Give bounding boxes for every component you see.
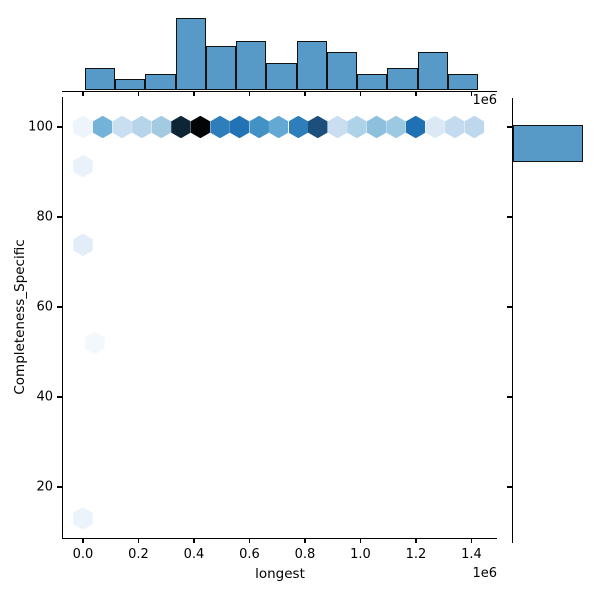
hexbin-cell xyxy=(445,115,465,139)
top-hist-bar xyxy=(357,73,388,91)
y-tick xyxy=(57,126,62,128)
top-hist-bar xyxy=(205,46,237,91)
x-tick xyxy=(248,538,251,543)
x-tick-label: 0.0 xyxy=(72,547,94,562)
y-tick xyxy=(57,306,62,308)
x-tick-label: 0.2 xyxy=(128,547,149,562)
hexbin-cell xyxy=(190,115,211,139)
y-tick-label: 100 xyxy=(28,119,53,135)
x-tick xyxy=(470,538,473,543)
x-axis-offset-label: 1e6 xyxy=(472,566,497,581)
top-hist-bar xyxy=(417,51,448,91)
hexbin-cell xyxy=(73,115,93,139)
hexbin-cell xyxy=(308,115,328,139)
hexbin-cell xyxy=(366,115,387,139)
top-hist-bar xyxy=(175,18,206,91)
x-tick-label: 1.0 xyxy=(350,547,371,562)
top-hist-bar xyxy=(326,51,358,91)
hexbin-cell xyxy=(347,115,367,139)
y-tick-label: 20 xyxy=(36,479,53,495)
hexbin-cell xyxy=(405,115,426,139)
x-axis-label: longest xyxy=(255,566,305,582)
hexbin-cell xyxy=(132,115,152,139)
top-x-tick xyxy=(193,91,195,96)
top-hist-bar xyxy=(447,73,479,91)
top-axis-offset-label: 1e6 xyxy=(472,93,497,108)
top-x-tick xyxy=(359,91,362,96)
hexbin-cell xyxy=(151,115,171,139)
hexbin-cell xyxy=(210,115,230,139)
top-x-tick xyxy=(415,91,417,96)
right-y-tick xyxy=(507,216,512,218)
y-tick-label: 60 xyxy=(36,299,53,315)
hexbin-cell xyxy=(425,115,445,139)
right-y-tick xyxy=(507,486,512,488)
y-tick xyxy=(57,396,62,398)
y-tick-label: 80 xyxy=(36,209,53,225)
right-y-tick xyxy=(507,396,512,398)
hexbin-cell xyxy=(73,233,93,257)
main-bottom-spine xyxy=(62,537,497,539)
top-x-tick xyxy=(248,91,251,96)
x-tick xyxy=(415,538,417,543)
hexbin-cell xyxy=(249,115,269,139)
top-hist-bar xyxy=(84,68,116,91)
x-tick-label: 0.4 xyxy=(183,547,205,562)
top-hist-bar xyxy=(145,73,176,91)
x-tick xyxy=(304,538,306,543)
top-hist-bar xyxy=(387,68,418,91)
hexbin-cell xyxy=(85,331,105,355)
x-tick-label: 0.6 xyxy=(239,547,260,562)
hexbin-cell xyxy=(73,507,93,530)
top-hist-bar xyxy=(115,79,146,91)
y-tick-label: 40 xyxy=(36,389,53,405)
x-tick xyxy=(359,538,362,543)
right-y-tick xyxy=(507,126,512,128)
hexbin-cell xyxy=(171,115,191,139)
hexbin-cell xyxy=(464,115,485,139)
hexbin-cell xyxy=(327,115,348,139)
top-x-tick xyxy=(82,91,84,96)
hexbin-cell xyxy=(112,115,132,139)
y-tick xyxy=(57,486,62,488)
hexbin-cell xyxy=(73,154,93,178)
right-y-tick xyxy=(507,306,512,308)
top-marginal-bottom-spine xyxy=(62,90,497,92)
y-axis-label: Completeness_Specific xyxy=(12,239,28,395)
x-tick xyxy=(137,538,140,543)
top-hist-bar xyxy=(236,40,267,91)
hexbin-cell xyxy=(386,115,406,139)
x-tick-label: 0.8 xyxy=(294,547,316,562)
hexbin-cell xyxy=(229,115,250,139)
right-marginal-left-spine xyxy=(511,98,513,543)
hexbin-cell xyxy=(288,115,309,139)
top-x-tick xyxy=(304,91,306,96)
x-tick-label: 1.4 xyxy=(461,547,482,562)
main-left-spine xyxy=(62,97,64,538)
top-x-tick xyxy=(470,91,473,96)
right-hist-bar xyxy=(512,125,583,163)
x-tick xyxy=(193,538,195,543)
top-hist-bar xyxy=(296,40,327,91)
hexbin-cell xyxy=(92,115,113,139)
hexbin-cell xyxy=(268,115,289,139)
top-hist-bar xyxy=(266,62,297,91)
top-x-tick xyxy=(137,91,140,96)
y-tick xyxy=(57,216,62,218)
x-tick-label: 1.2 xyxy=(405,547,427,562)
x-tick xyxy=(82,538,84,543)
